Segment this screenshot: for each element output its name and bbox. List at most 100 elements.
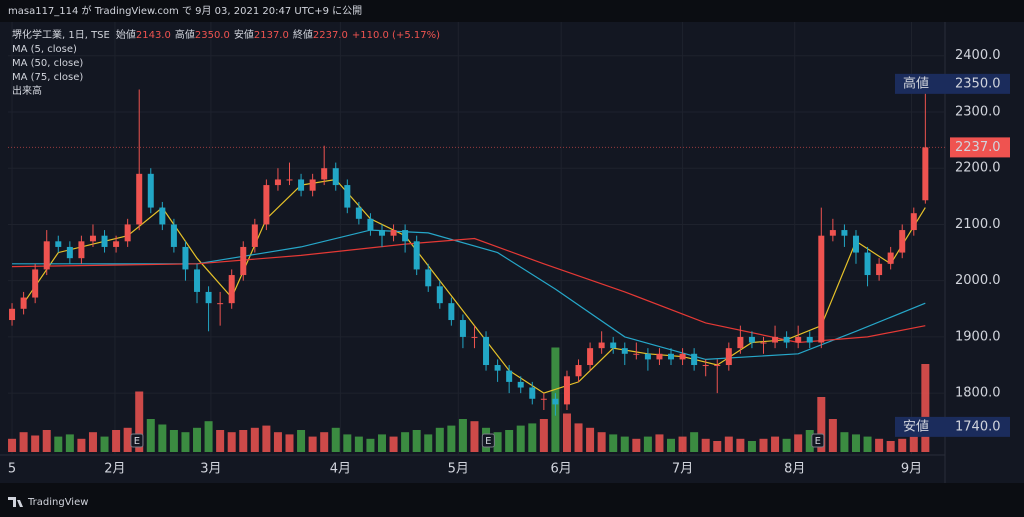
candle-body [459, 320, 466, 337]
candle-body [841, 230, 848, 236]
volume-bar [828, 419, 837, 452]
volume-bar [424, 434, 433, 452]
volume-bar [493, 432, 502, 452]
candle-body [402, 230, 409, 242]
volume-bar [747, 441, 756, 452]
x-tick-label: 2月 [104, 462, 125, 477]
volume-bar [909, 436, 918, 452]
volume-bar [88, 432, 97, 452]
y-tick-label: 2400.0 [955, 48, 1001, 63]
volume-bar [643, 436, 652, 452]
header: masa117_114 が TradingView.com で 9月 03, 2… [8, 4, 362, 17]
volume-bar [840, 432, 849, 452]
legend-part: 堺化学工業, 1日, TSE [12, 28, 110, 41]
volume-bar [216, 430, 225, 452]
x-tick-label: 7月 [672, 462, 693, 477]
volume-bar [343, 434, 352, 452]
candle-body [714, 365, 721, 367]
volume-bar [8, 438, 17, 452]
candle-body [9, 308, 16, 321]
tag-name: 高値 [903, 75, 929, 91]
candle-body [159, 207, 166, 225]
candle-body [263, 185, 270, 225]
legend-part: 2143.0 [136, 30, 171, 41]
volume-bar [354, 436, 363, 452]
candle-body [852, 235, 859, 253]
volume-bar [169, 430, 178, 452]
candle-body [725, 348, 732, 366]
x-tick-label: 5月 [448, 462, 469, 477]
volume-bar [562, 413, 571, 452]
volume-bar [713, 441, 722, 452]
candle-body [887, 252, 894, 264]
x-tick-label: 4月 [330, 462, 351, 477]
candle-body [78, 241, 85, 259]
volume-bar [262, 425, 271, 452]
candle-body [552, 398, 559, 405]
volume-bar [285, 434, 294, 452]
tag-label: 2350.0 [955, 76, 1001, 91]
volume-bar [65, 434, 74, 452]
candle-body [829, 230, 836, 236]
volume-bar [31, 435, 40, 452]
volume-bar [135, 391, 144, 452]
candle-body [806, 336, 813, 343]
volume-bar [667, 438, 676, 452]
volume-bar [401, 432, 410, 452]
candle-body [251, 224, 258, 247]
candle-body [147, 173, 154, 208]
volume-bar [389, 436, 398, 452]
volume-bar [158, 424, 167, 452]
candle-body [332, 168, 339, 186]
volume-bar [19, 432, 28, 452]
x-tick-label: 6月 [551, 462, 572, 477]
volume-bar [921, 364, 930, 452]
volume-bar [505, 430, 514, 452]
candle-body [425, 269, 432, 287]
footer: TradingView [27, 497, 88, 508]
volume-bar [898, 438, 907, 452]
logo [8, 497, 23, 507]
volume-bar [851, 434, 860, 452]
tag-box [895, 73, 1010, 94]
candle-body [702, 365, 709, 367]
candle-body [818, 235, 825, 343]
candle-body [66, 246, 73, 259]
volume-bar [239, 430, 248, 452]
x-tick-label: 8月 [784, 462, 805, 477]
candle-body [864, 252, 871, 276]
volume-bar [516, 425, 525, 452]
candle-body [587, 348, 594, 366]
candle-body [899, 230, 906, 253]
volume-bar [331, 427, 340, 452]
legend-part: 始値 [116, 28, 136, 41]
candle-body [760, 342, 767, 344]
candle-body [679, 353, 686, 360]
volume-bar [100, 436, 109, 452]
volume-bar [250, 427, 259, 452]
volume-bar [597, 432, 606, 452]
candle-body [621, 348, 628, 354]
candle-body [194, 269, 201, 292]
volume-bar [366, 438, 375, 452]
volume-bar [377, 434, 386, 452]
volume-bar [782, 438, 791, 452]
candle-body [448, 303, 455, 321]
header-bar [0, 0, 1024, 22]
event-box [130, 433, 144, 448]
volume-bar [297, 430, 306, 452]
candle-body [240, 246, 247, 276]
legend-part: 安値 [234, 28, 254, 41]
candle-body [656, 353, 663, 360]
candle-body [563, 376, 570, 405]
volume-bar [586, 427, 595, 452]
volume-bar [817, 397, 826, 452]
candle-body [610, 342, 617, 349]
candle-body [321, 168, 328, 180]
volume-bar [193, 427, 202, 452]
volume-bar [690, 432, 699, 452]
volume-bar [447, 425, 456, 452]
candle-body [43, 241, 50, 270]
candle-body [783, 336, 790, 343]
legend-volume: 出来高 [12, 84, 42, 97]
